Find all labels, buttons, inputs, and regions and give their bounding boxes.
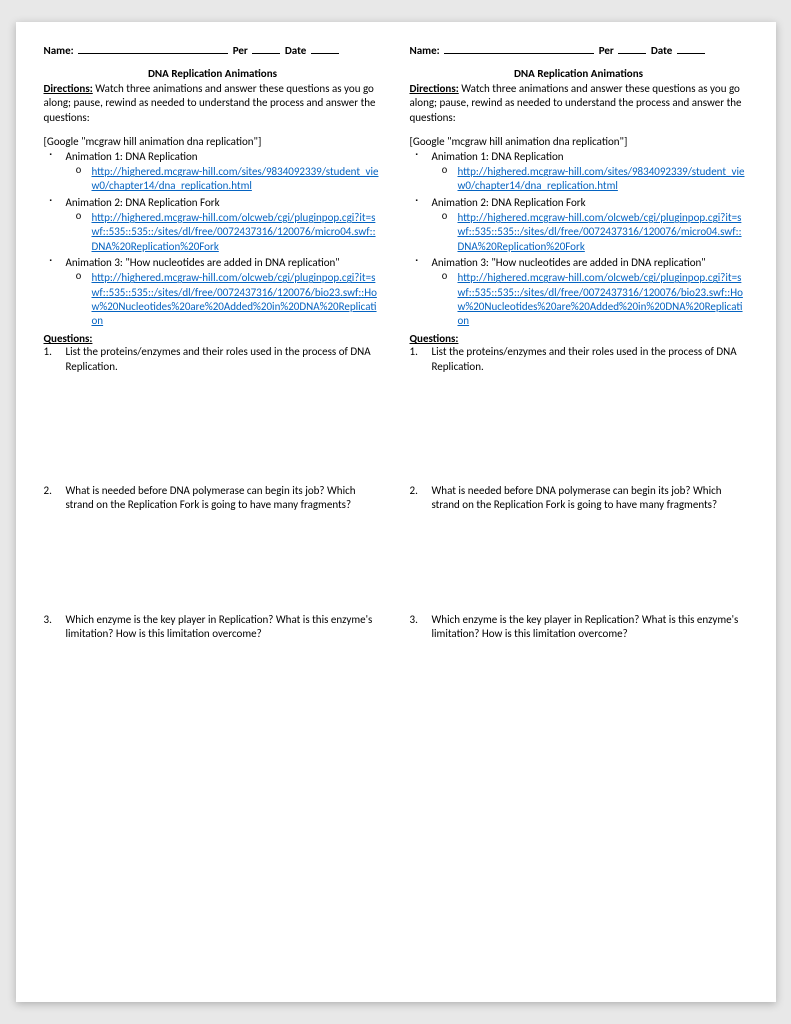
animation-link[interactable]: http://highered.mcgraw-hill.com/sites/98… <box>458 165 745 192</box>
column-left: Name: Per Date DNA Replication Animation… <box>44 44 382 980</box>
directions-label: Directions: <box>410 82 459 95</box>
question-2: 2. What is needed before DNA polymerase … <box>410 484 748 513</box>
animation-title: Animation 2: DNA Replication Fork <box>66 196 220 209</box>
question-list: 1. List the proteins/enzymes and their r… <box>44 345 382 641</box>
animation-title: Animation 3: "How nucleotides are added … <box>432 256 706 269</box>
animation-title: Animation 3: "How nucleotides are added … <box>66 256 340 269</box>
date-label: Date <box>285 44 306 57</box>
animation-list: Animation 1: DNA Replication http://high… <box>44 150 382 331</box>
question-number: 3. <box>410 613 418 627</box>
question-text: Which enzyme is the key player in Replic… <box>432 613 739 640</box>
animation-link-wrap: http://highered.mcgraw-hill.com/olcweb/c… <box>432 211 748 254</box>
animation-item-1: Animation 1: DNA Replication http://high… <box>410 150 748 194</box>
animation-title: Animation 2: DNA Replication Fork <box>432 196 586 209</box>
question-2: 2. What is needed before DNA polymerase … <box>44 484 382 513</box>
question-text: What is needed before DNA polymerase can… <box>66 484 356 511</box>
per-label: Per <box>233 44 248 57</box>
animation-link-wrap: http://highered.mcgraw-hill.com/sites/98… <box>432 165 748 194</box>
question-number: 1. <box>410 345 418 359</box>
per-blank <box>252 53 280 54</box>
animation-link-wrap: http://highered.mcgraw-hill.com/olcweb/c… <box>66 271 382 328</box>
question-number: 3. <box>44 613 52 627</box>
animation-link[interactable]: http://highered.mcgraw-hill.com/olcweb/c… <box>458 271 743 327</box>
header-line: Name: Per Date <box>410 44 748 57</box>
animation-item-2: Animation 2: DNA Replication Fork http:/… <box>410 196 748 254</box>
date-blank <box>311 53 339 54</box>
question-text: List the proteins/enzymes and their role… <box>66 345 371 372</box>
animation-link-wrap: http://highered.mcgraw-hill.com/olcweb/c… <box>432 271 748 328</box>
animation-link-wrap: http://highered.mcgraw-hill.com/olcweb/c… <box>66 211 382 254</box>
directions: Directions: Watch three animations and a… <box>410 82 748 125</box>
animation-link[interactable]: http://highered.mcgraw-hill.com/olcweb/c… <box>92 211 376 253</box>
question-list: 1. List the proteins/enzymes and their r… <box>410 345 748 641</box>
name-label: Name: <box>44 44 74 57</box>
animation-link[interactable]: http://highered.mcgraw-hill.com/sites/98… <box>92 165 379 192</box>
per-label: Per <box>599 44 614 57</box>
date-blank <box>677 53 705 54</box>
question-text: List the proteins/enzymes and their role… <box>432 345 737 372</box>
directions: Directions: Watch three animations and a… <box>44 82 382 125</box>
worksheet-page: Name: Per Date DNA Replication Animation… <box>16 22 776 1002</box>
animation-item-3: Animation 3: "How nucleotides are added … <box>44 256 382 328</box>
questions-label: Questions: <box>410 332 748 345</box>
animation-list: Animation 1: DNA Replication http://high… <box>410 150 748 331</box>
question-number: 2. <box>410 484 418 498</box>
question-1: 1. List the proteins/enzymes and their r… <box>410 345 748 374</box>
question-3: 3. Which enzyme is the key player in Rep… <box>44 613 382 642</box>
animation-link[interactable]: http://highered.mcgraw-hill.com/olcweb/c… <box>458 211 742 253</box>
question-number: 1. <box>44 345 52 359</box>
google-note: [Google "mcgraw hill animation dna repli… <box>44 135 382 148</box>
column-right: Name: Per Date DNA Replication Animation… <box>410 44 748 980</box>
name-blank <box>78 53 228 54</box>
date-label: Date <box>651 44 672 57</box>
question-text: Which enzyme is the key player in Replic… <box>66 613 373 640</box>
directions-text: Watch three animations and answer these … <box>410 82 742 124</box>
header-line: Name: Per Date <box>44 44 382 57</box>
per-blank <box>618 53 646 54</box>
animation-link-wrap: http://highered.mcgraw-hill.com/sites/98… <box>66 165 382 194</box>
name-label: Name: <box>410 44 440 57</box>
directions-text: Watch three animations and answer these … <box>44 82 376 124</box>
animation-link[interactable]: http://highered.mcgraw-hill.com/olcweb/c… <box>92 271 377 327</box>
animation-item-1: Animation 1: DNA Replication http://high… <box>44 150 382 194</box>
animation-title: Animation 1: DNA Replication <box>66 150 198 163</box>
question-text: What is needed before DNA polymerase can… <box>432 484 722 511</box>
worksheet-title: DNA Replication Animations <box>44 67 382 80</box>
question-1: 1. List the proteins/enzymes and their r… <box>44 345 382 374</box>
directions-label: Directions: <box>44 82 93 95</box>
google-note: [Google "mcgraw hill animation dna repli… <box>410 135 748 148</box>
questions-label: Questions: <box>44 332 382 345</box>
animation-item-3: Animation 3: "How nucleotides are added … <box>410 256 748 328</box>
question-number: 2. <box>44 484 52 498</box>
question-3: 3. Which enzyme is the key player in Rep… <box>410 613 748 642</box>
animation-title: Animation 1: DNA Replication <box>432 150 564 163</box>
worksheet-title: DNA Replication Animations <box>410 67 748 80</box>
animation-item-2: Animation 2: DNA Replication Fork http:/… <box>44 196 382 254</box>
name-blank <box>444 53 594 54</box>
